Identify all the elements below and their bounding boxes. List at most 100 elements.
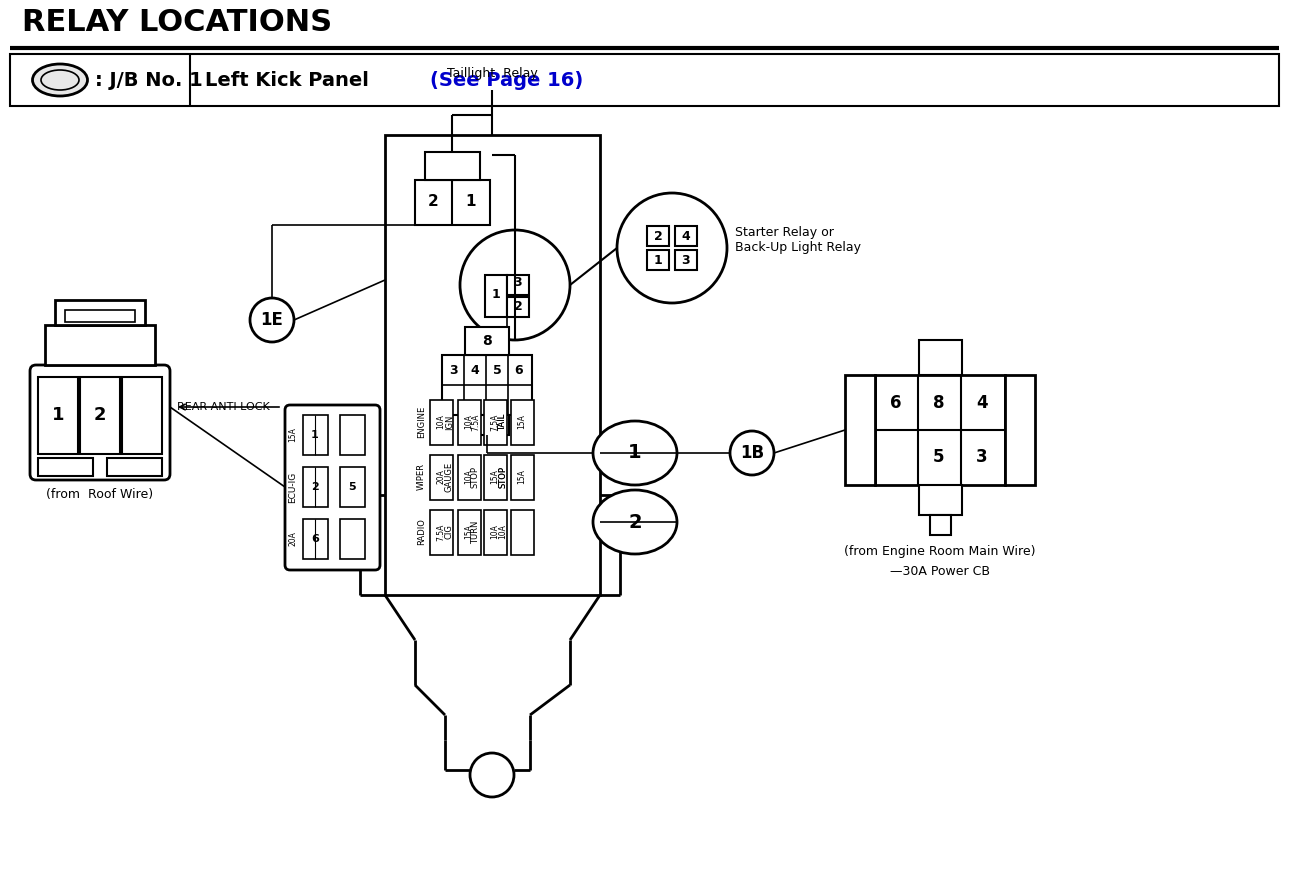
Bar <box>675 250 697 270</box>
Text: —30A Power CB: —30A Power CB <box>889 565 990 578</box>
Bar <box>507 275 528 295</box>
Text: 2: 2 <box>628 512 642 532</box>
Ellipse shape <box>41 70 79 90</box>
Bar <box>919 340 962 375</box>
Text: 2: 2 <box>311 482 318 492</box>
Bar <box>483 400 507 445</box>
Bar <box>303 519 327 559</box>
Text: 7.5A: 7.5A <box>437 524 446 540</box>
Text: 2: 2 <box>654 230 663 243</box>
Text: 15A: 15A <box>491 470 500 485</box>
Text: 10A: 10A <box>437 414 446 429</box>
Text: Left Kick Panel: Left Kick Panel <box>205 71 369 89</box>
Bar <box>507 297 528 317</box>
Text: 5: 5 <box>492 364 501 376</box>
Circle shape <box>617 193 727 303</box>
Text: CIG: CIG <box>445 525 454 540</box>
Bar <box>647 226 669 246</box>
Text: 1E: 1E <box>260 311 284 329</box>
Bar <box>510 400 534 445</box>
Bar <box>510 455 534 500</box>
Text: 7.5A: 7.5A <box>491 413 500 431</box>
Bar <box>37 377 79 454</box>
Text: 4: 4 <box>470 364 480 376</box>
Text: STOP: STOP <box>498 466 507 488</box>
Bar <box>485 275 507 317</box>
Bar <box>64 310 135 322</box>
Text: 1: 1 <box>52 406 64 424</box>
Text: 15A: 15A <box>464 525 473 540</box>
Text: 20A: 20A <box>287 532 296 547</box>
Bar <box>483 455 507 500</box>
Text: 10A: 10A <box>498 525 507 540</box>
Text: REAR ANTI LOCK: REAR ANTI LOCK <box>177 402 269 412</box>
Bar <box>483 510 507 555</box>
Text: 10A: 10A <box>464 414 473 429</box>
Text: GAUGE: GAUGE <box>445 462 454 492</box>
Bar <box>458 510 481 555</box>
Bar <box>303 415 327 455</box>
Text: 6: 6 <box>311 534 318 544</box>
Bar <box>1005 375 1035 485</box>
Text: : J/B No. 1: : J/B No. 1 <box>95 71 202 89</box>
Text: Starter Relay or
Back-Up Light Relay: Starter Relay or Back-Up Light Relay <box>735 226 861 254</box>
Bar <box>303 467 327 507</box>
Bar <box>340 519 365 559</box>
FancyBboxPatch shape <box>30 365 170 480</box>
Text: 3: 3 <box>682 253 691 267</box>
Text: 3: 3 <box>449 364 458 376</box>
Bar <box>465 415 509 435</box>
Text: 1: 1 <box>491 289 500 301</box>
Text: ENGINE: ENGINE <box>418 406 425 438</box>
Bar <box>510 510 534 555</box>
Text: TAIL: TAIL <box>498 413 507 431</box>
Text: 20A: 20A <box>437 470 446 485</box>
Text: (from Engine Room Main Wire): (from Engine Room Main Wire) <box>844 545 1036 558</box>
Bar <box>45 325 155 365</box>
Text: 3: 3 <box>976 448 987 466</box>
Text: 15A: 15A <box>287 427 296 442</box>
Bar <box>875 375 1005 485</box>
Text: 8: 8 <box>482 334 492 348</box>
Ellipse shape <box>32 64 88 96</box>
Bar <box>431 510 452 555</box>
Text: 7.5A: 7.5A <box>470 413 480 431</box>
Bar <box>10 54 1279 106</box>
Text: TURN: TURN <box>470 520 480 544</box>
Bar <box>431 400 452 445</box>
Bar <box>385 135 599 595</box>
Text: ECU-IG: ECU-IG <box>289 472 298 502</box>
Circle shape <box>460 230 570 340</box>
Text: 15A: 15A <box>517 470 526 485</box>
Bar <box>846 375 875 485</box>
Text: IGN: IGN <box>445 414 454 430</box>
Text: 5: 5 <box>348 482 356 492</box>
Text: 6: 6 <box>891 394 902 412</box>
Ellipse shape <box>593 421 677 485</box>
Bar <box>55 300 144 325</box>
Text: WIPER: WIPER <box>418 464 425 490</box>
Bar <box>929 515 951 535</box>
Circle shape <box>250 298 294 342</box>
Bar <box>122 377 162 454</box>
Text: 2: 2 <box>94 406 106 424</box>
Text: (from  Roof Wire): (from Roof Wire) <box>46 488 153 501</box>
Text: 6: 6 <box>514 364 523 376</box>
Text: STOP: STOP <box>470 466 480 488</box>
Bar <box>919 485 962 515</box>
Bar <box>458 400 481 445</box>
Bar <box>458 455 481 500</box>
Text: 2: 2 <box>513 300 522 313</box>
Bar <box>431 455 452 500</box>
Bar <box>340 467 365 507</box>
Text: 1: 1 <box>628 443 642 463</box>
Text: STOP: STOP <box>498 466 507 488</box>
Text: 5: 5 <box>933 448 945 466</box>
Bar <box>647 250 669 270</box>
Text: 1B: 1B <box>740 444 764 462</box>
Bar <box>107 458 162 476</box>
Bar <box>465 327 509 355</box>
Text: 2: 2 <box>428 194 438 209</box>
Text: TAIL: TAIL <box>498 413 507 431</box>
Bar <box>37 458 93 476</box>
